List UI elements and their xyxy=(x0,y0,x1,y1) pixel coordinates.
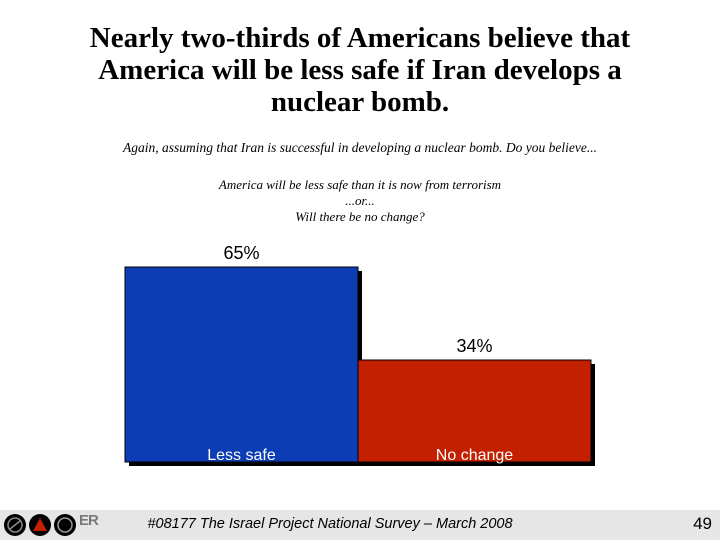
option-less-safe: America will be less safe than it is now… xyxy=(218,177,502,192)
value-label-0: 65% xyxy=(223,243,259,263)
value-label-1: 34% xyxy=(456,336,492,356)
answer-options: America will be less safe than it is now… xyxy=(20,177,700,225)
logo-circle-1-icon xyxy=(4,514,26,536)
page-number: 49 xyxy=(693,514,712,533)
logo-circle-3-icon xyxy=(54,514,76,536)
title-line-2: America will be less safe if Iran develo… xyxy=(98,54,622,86)
logo-circle-2-icon xyxy=(29,514,51,536)
bar-chart: 65% Less safe 34% No change xyxy=(124,243,595,466)
title-line-1: Nearly two-thirds of Americans believe t… xyxy=(89,22,631,54)
slide-title: Nearly two-thirds of Americans believe t… xyxy=(20,22,700,118)
category-label-1: No change xyxy=(436,447,513,464)
footer-logos xyxy=(0,512,110,540)
footer-source: #08177 The Israel Project National Surve… xyxy=(147,516,513,532)
bar-no-change xyxy=(357,359,592,463)
title-line-3: nuclear bomb. xyxy=(270,86,450,118)
category-label-0: Less safe xyxy=(207,447,276,464)
bar-less-safe xyxy=(124,266,359,463)
survey-question: Again, assuming that Iran is successful … xyxy=(123,140,597,155)
option-separator: ...or... xyxy=(345,193,375,208)
footer-bar xyxy=(0,510,720,540)
option-no-change: Will there be no change? xyxy=(295,209,425,224)
footer-logo-text: ER xyxy=(79,512,99,529)
